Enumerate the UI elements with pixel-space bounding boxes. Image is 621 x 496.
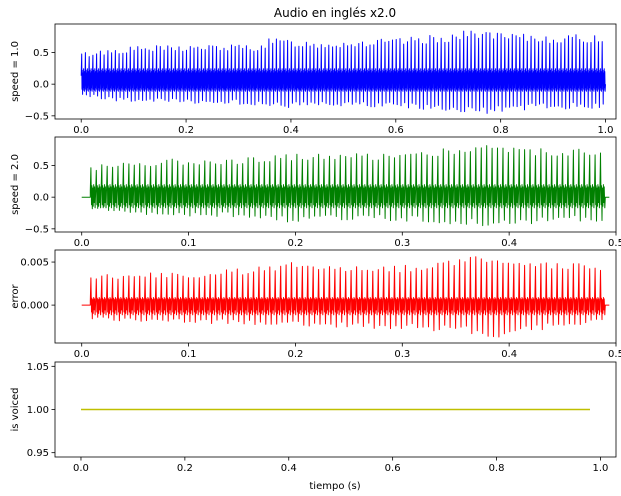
x-tick-label: 0.0 (74, 238, 90, 249)
x-tick-label: 0.5 (608, 238, 621, 249)
x-tick-label: 0.3 (394, 349, 410, 360)
x-tick-label: 0.8 (493, 125, 509, 136)
y-tick-label: −0.5 (25, 111, 49, 122)
plot-area (81, 145, 610, 227)
x-tick-label: 0.2 (178, 125, 194, 136)
x-tick-label: 1.0 (592, 463, 608, 474)
x-tick-label: 0.2 (287, 238, 303, 249)
x-tick-label: 0.4 (501, 238, 517, 249)
y-tick-label: −0.5 (25, 224, 49, 235)
y-axis-label: speed = 2.0 (10, 154, 21, 215)
x-tick-label: 0.1 (181, 238, 197, 249)
axes-frame (54, 136, 617, 233)
x-tick-label: 1.0 (598, 125, 614, 136)
panel-speed-2: 0.0 0.1 0.2 0.3 0.4 0.5 −0.5 0.0 0.5 speed = 2.0 (10, 136, 621, 249)
axes-frame (54, 23, 617, 120)
plot-area (80, 30, 606, 114)
x-tick-label: 0.2 (287, 349, 303, 360)
y-tick-label: 1.00 (27, 405, 49, 416)
y-axis-label: error (10, 284, 21, 309)
y-tick-label: 0.5 (33, 161, 49, 172)
x-tick-label: 0.0 (73, 125, 89, 136)
x-tick-label: 0.4 (283, 125, 299, 136)
y-tick-label: 0.005 (20, 258, 49, 269)
plot-area (81, 256, 610, 338)
x-tick-label: 0.3 (394, 238, 410, 249)
y-tick-label: 1.05 (27, 362, 49, 373)
panel-speed-1: 0.0 0.2 0.4 0.6 0.8 1.0 −0.5 0.0 0.5 speed = 1.0 (10, 23, 617, 136)
y-tick-label: 0.0 (33, 193, 49, 204)
x-tick-label: 0.4 (281, 463, 297, 474)
x-axis-label: tiempo (s) (309, 481, 360, 492)
series-line (81, 256, 610, 338)
x-tick-label: 0.5 (608, 349, 621, 360)
y-axis-label: is voiced (10, 388, 21, 432)
y-tick-label: 0.0 (33, 80, 49, 91)
panel-voiced: 0.0 0.2 0.4 0.6 0.8 1.0 0.95 1.00 1.05 is voiced (10, 361, 617, 474)
y-tick-label: 0.000 (20, 301, 49, 312)
y-tick-label: 0.95 (27, 448, 49, 459)
panel-error: 0.0 0.1 0.2 0.3 0.4 0.5 0.000 0.005 error (10, 249, 621, 360)
x-tick-label: 0.8 (489, 463, 505, 474)
x-tick-label: 0.0 (74, 349, 90, 360)
x-tick-label: 0.6 (388, 125, 404, 136)
series-line (80, 30, 606, 114)
y-tick-label: 0.5 (33, 48, 49, 59)
axes-frame (54, 249, 617, 344)
y-axis-label: speed = 1.0 (10, 41, 21, 102)
x-tick-label: 0.0 (73, 463, 89, 474)
x-tick-label: 0.2 (177, 463, 193, 474)
x-tick-label: 0.6 (385, 463, 401, 474)
series-line (81, 145, 610, 227)
figure-title: Audio en inglés x2.0 (274, 6, 396, 20)
x-tick-label: 0.1 (181, 349, 197, 360)
x-tick-label: 0.4 (501, 349, 517, 360)
